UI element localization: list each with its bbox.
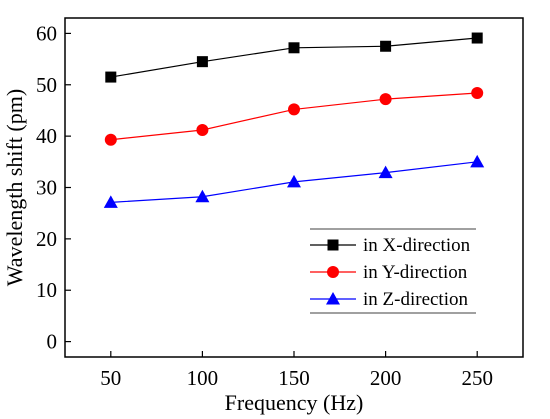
y-tick-label: 40: [36, 124, 57, 148]
legend-item: in Z-direction: [310, 289, 468, 310]
legend-marker: [327, 239, 339, 251]
data-point: [378, 165, 393, 179]
data-point: [105, 71, 117, 83]
y-tick-label: 60: [36, 21, 57, 45]
legend-marker: [326, 292, 340, 305]
series-3: [103, 154, 485, 208]
x-tick-label: 200: [370, 366, 402, 390]
x-tick-label: 50: [100, 366, 121, 390]
data-point: [103, 195, 118, 208]
data-point: [471, 32, 483, 44]
series-line: [110, 92, 478, 141]
series-1: [105, 32, 483, 83]
data-point: [470, 154, 485, 168]
data-point: [196, 123, 209, 136]
data-point: [104, 133, 117, 146]
legend-label: in Y-direction: [363, 262, 468, 283]
y-tick-label: 0: [47, 330, 58, 354]
legend-label: in X-direction: [363, 235, 471, 256]
legend: in X-direction in Y-direction in Z-directi…: [310, 228, 476, 314]
legend-label: in Z-direction: [363, 289, 468, 310]
legend-item: in Y-direction: [310, 262, 468, 283]
x-tick-label: 100: [187, 366, 219, 390]
data-point: [288, 42, 300, 54]
y-tick-label: 30: [36, 176, 57, 200]
legend-item: in X-direction: [310, 235, 471, 256]
y-tick-label: 10: [36, 278, 57, 302]
y-tick-label: 20: [36, 227, 57, 251]
legend-marker: [327, 266, 339, 278]
x-axis-title: Frequency (Hz): [225, 390, 364, 415]
data-point: [380, 40, 392, 52]
x-tick-label: 250: [461, 366, 493, 390]
data-point: [288, 103, 300, 116]
axes: 0 10 20 30 40 50 60 50 100 150 200 250: [36, 17, 524, 390]
series-group: [103, 32, 485, 208]
y-axis-title: Wavelength shift (pm): [2, 89, 27, 286]
data-point: [471, 86, 484, 99]
y-tick-label: 50: [36, 73, 57, 97]
data-point: [287, 174, 301, 188]
data-point: [379, 93, 392, 106]
data-point: [196, 56, 208, 68]
series-2: [104, 86, 484, 146]
data-point: [195, 189, 210, 203]
x-tick-label: 150: [278, 366, 310, 390]
